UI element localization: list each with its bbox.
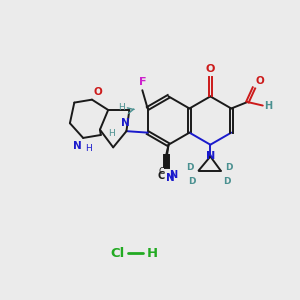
Text: D: D: [225, 163, 233, 172]
Text: H: H: [108, 129, 115, 138]
Text: N: N: [166, 173, 175, 183]
Text: C: C: [158, 167, 165, 176]
Text: H: H: [118, 103, 124, 112]
Text: C: C: [158, 171, 165, 181]
Text: O: O: [255, 76, 264, 85]
Text: H: H: [85, 144, 92, 153]
Text: H: H: [264, 100, 272, 110]
Text: N: N: [121, 118, 129, 128]
Text: F: F: [139, 77, 146, 87]
Text: O: O: [94, 87, 102, 97]
Text: O: O: [206, 64, 215, 74]
Text: N: N: [73, 142, 82, 152]
Text: D: D: [188, 176, 196, 185]
Text: D: D: [224, 176, 231, 185]
Text: H: H: [146, 247, 158, 260]
Text: N: N: [169, 170, 178, 180]
Text: N: N: [206, 151, 215, 161]
Text: D: D: [186, 163, 194, 172]
Text: Cl: Cl: [111, 247, 125, 260]
